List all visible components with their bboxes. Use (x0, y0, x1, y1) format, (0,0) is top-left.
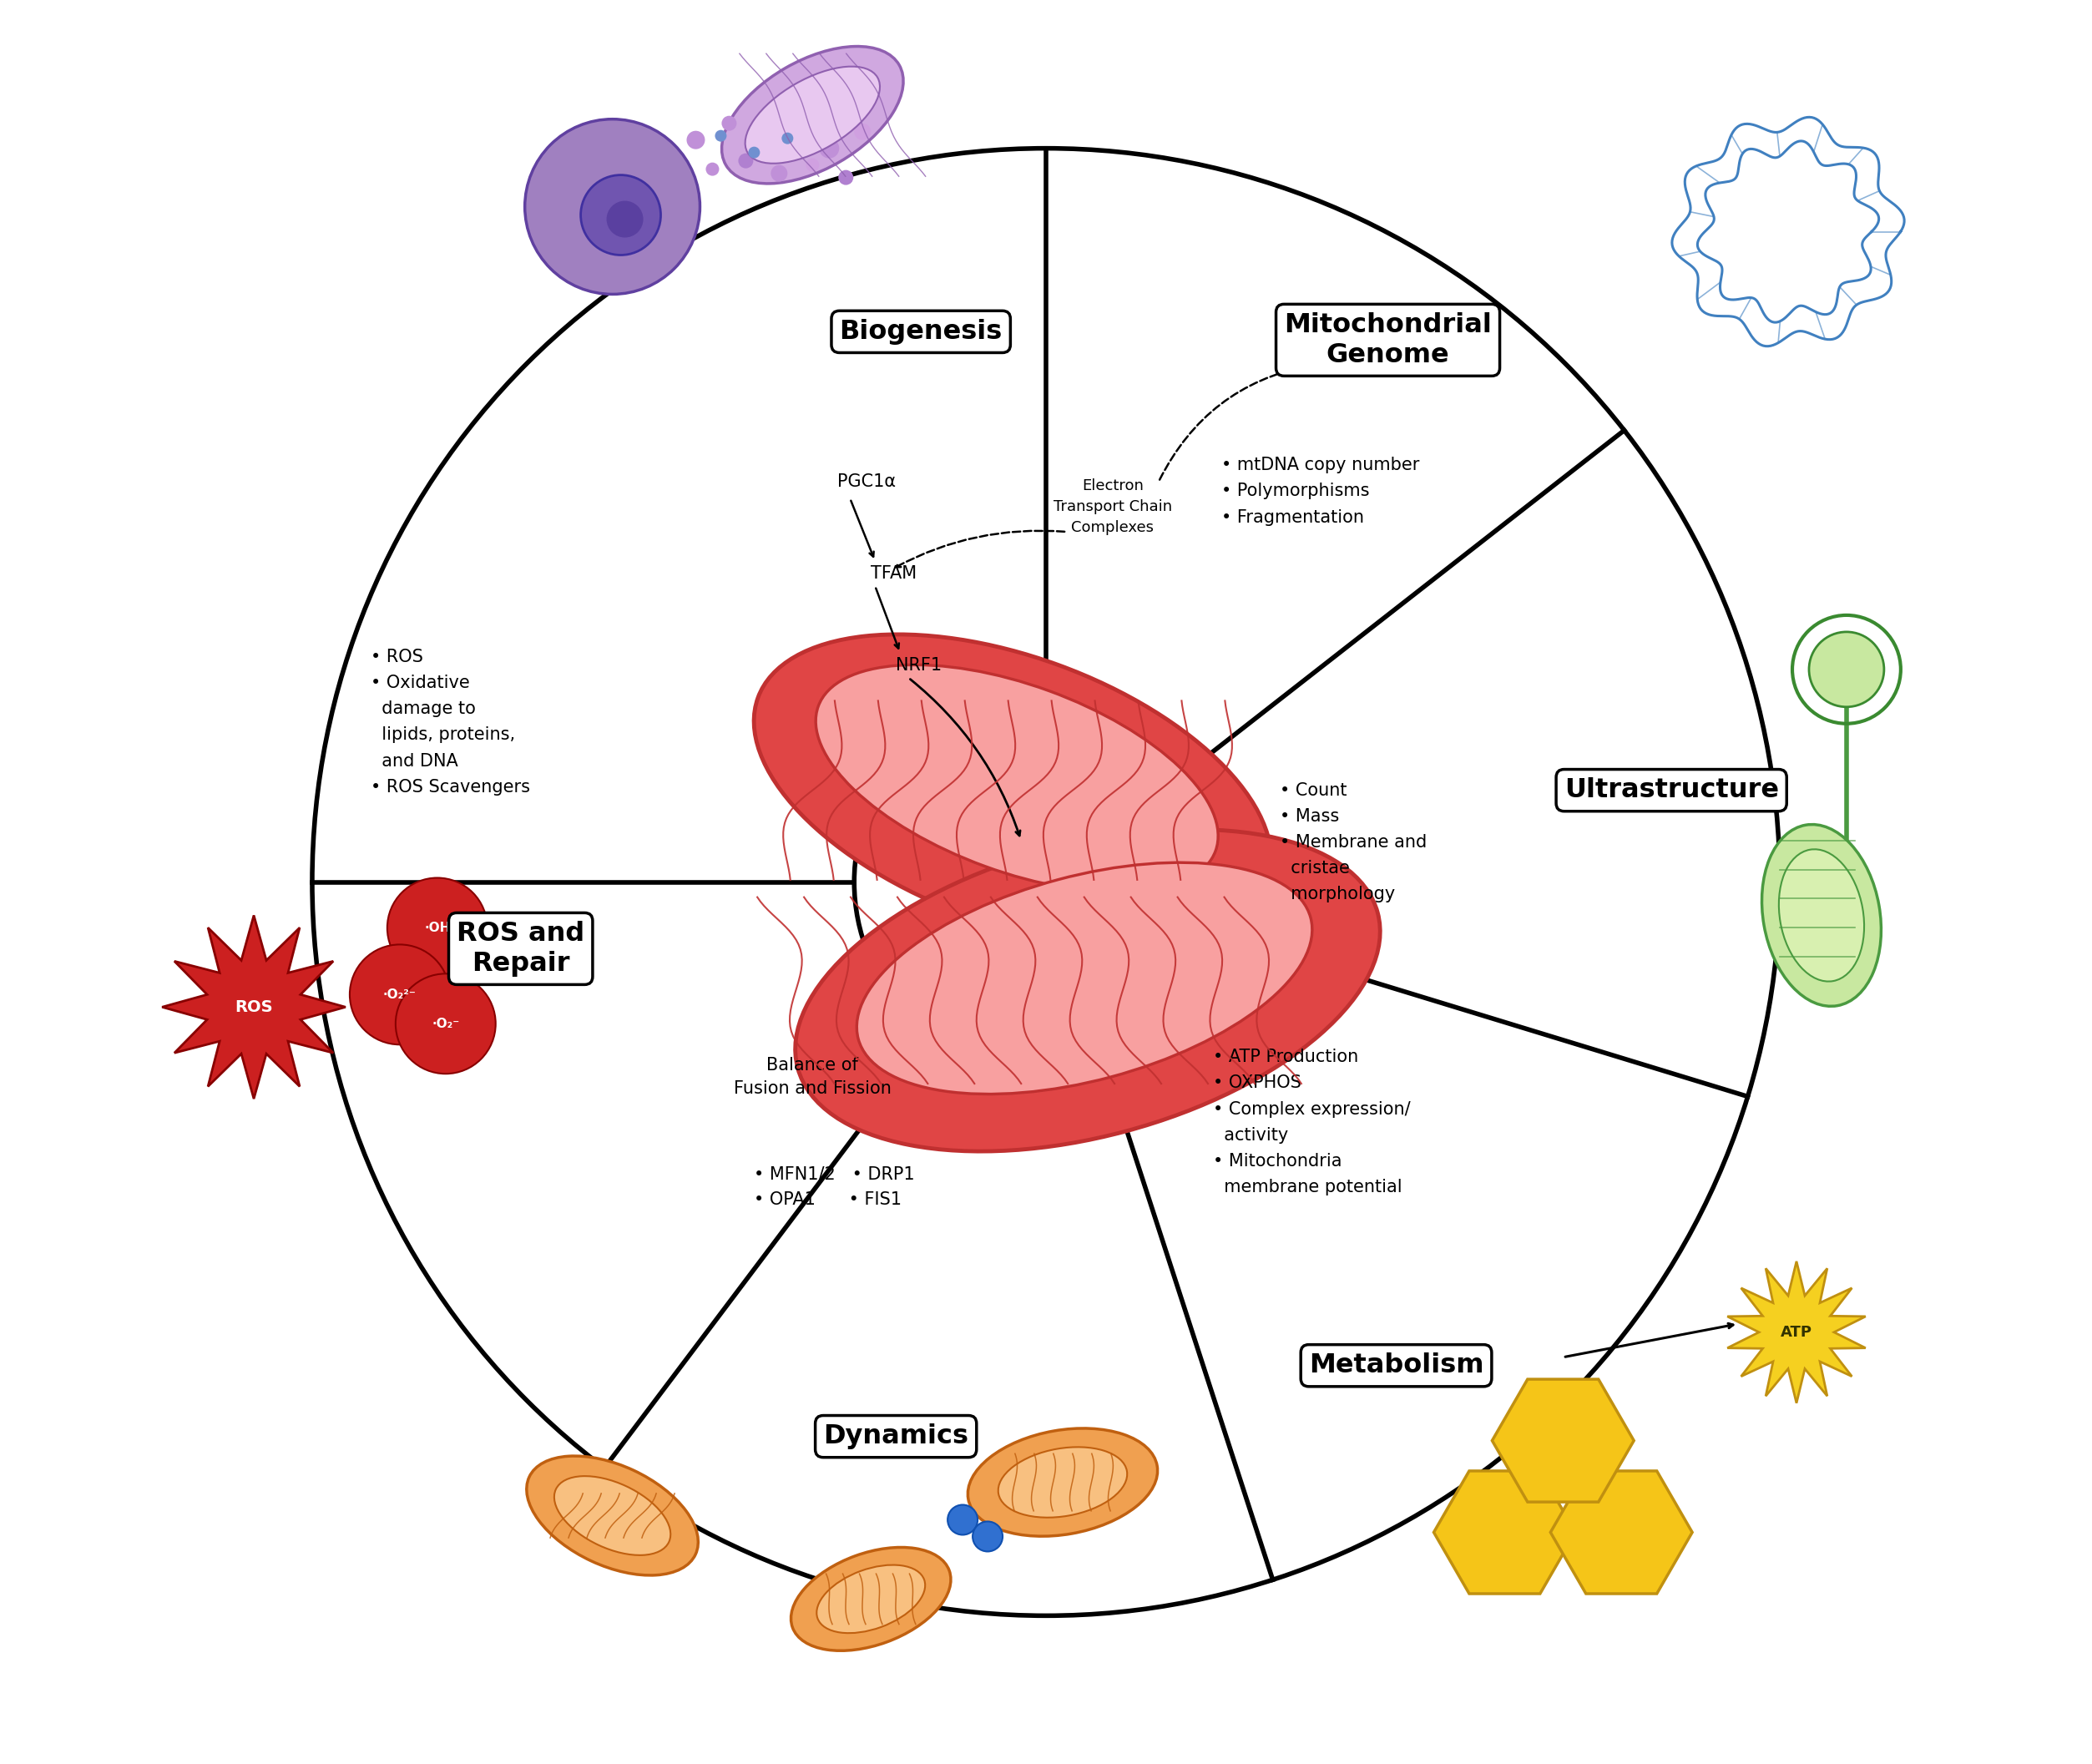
Ellipse shape (998, 1446, 1128, 1517)
Ellipse shape (816, 1565, 925, 1633)
Text: Ultrastructure: Ultrastructure (1565, 778, 1778, 803)
Circle shape (349, 944, 450, 1044)
Text: Mitochondrial
Genome: Mitochondrial Genome (1284, 312, 1492, 369)
Ellipse shape (722, 46, 904, 183)
Text: TFAM: TFAM (870, 564, 916, 582)
Text: • ROS
• Oxidative
  damage to
  lipids, proteins,
  and DNA
• ROS Scavengers: • ROS • Oxidative damage to lipids, prot… (370, 649, 529, 796)
Text: ROS: ROS (234, 998, 272, 1014)
Circle shape (839, 169, 854, 185)
Circle shape (738, 153, 753, 168)
Text: Metabolism: Metabolism (1310, 1353, 1483, 1378)
Text: Biogenesis: Biogenesis (839, 319, 1002, 344)
Polygon shape (1550, 1471, 1692, 1593)
Ellipse shape (816, 665, 1218, 893)
Circle shape (854, 123, 870, 139)
Circle shape (715, 131, 726, 141)
Circle shape (582, 175, 661, 256)
Polygon shape (1728, 1261, 1866, 1402)
Circle shape (686, 131, 705, 150)
Ellipse shape (745, 67, 881, 164)
Circle shape (705, 162, 720, 176)
Ellipse shape (1761, 824, 1881, 1005)
Text: PGC1α: PGC1α (837, 473, 895, 490)
Text: ROS and
Repair: ROS and Repair (456, 921, 584, 977)
Circle shape (770, 166, 787, 182)
Circle shape (387, 878, 487, 977)
Ellipse shape (1778, 848, 1864, 981)
Text: Electron
Transport Chain
Complexes: Electron Transport Chain Complexes (1054, 478, 1172, 534)
Text: • ATP Production
• OXPHOS
• Complex expression/
  activity
• Mitochondria
  memb: • ATP Production • OXPHOS • Complex expr… (1213, 1050, 1410, 1196)
Circle shape (751, 134, 774, 155)
Circle shape (820, 138, 839, 159)
Text: ATP: ATP (1780, 1325, 1812, 1339)
Circle shape (607, 201, 642, 238)
Text: ·O₂²⁻: ·O₂²⁻ (383, 988, 416, 1000)
Polygon shape (1433, 1471, 1575, 1593)
Circle shape (749, 146, 759, 159)
Circle shape (722, 116, 736, 131)
Text: • mtDNA copy number
• Polymorphisms
• Fragmentation: • mtDNA copy number • Polymorphisms • Fr… (1222, 457, 1418, 526)
Circle shape (787, 120, 803, 136)
Polygon shape (1492, 1379, 1634, 1501)
Text: NRF1: NRF1 (895, 656, 941, 674)
Text: • Count
• Mass
• Membrane and
  cristae
  morphology: • Count • Mass • Membrane and cristae mo… (1280, 781, 1427, 903)
Ellipse shape (527, 1455, 699, 1575)
Circle shape (1810, 632, 1885, 707)
Polygon shape (161, 916, 345, 1099)
Text: Balance of
Fusion and Fission: Balance of Fusion and Fission (734, 1057, 891, 1097)
Ellipse shape (795, 829, 1381, 1152)
Ellipse shape (554, 1476, 672, 1556)
Circle shape (805, 159, 820, 171)
Ellipse shape (969, 1429, 1157, 1536)
Text: ·OH: ·OH (425, 921, 450, 935)
Ellipse shape (791, 1547, 950, 1651)
Circle shape (395, 974, 496, 1074)
Circle shape (782, 132, 793, 145)
Text: Dynamics: Dynamics (824, 1424, 969, 1450)
Circle shape (948, 1505, 977, 1535)
Circle shape (973, 1522, 1002, 1552)
Text: • MFN1/2   • DRP1
• OPA1      • FIS1: • MFN1/2 • DRP1 • OPA1 • FIS1 (753, 1166, 914, 1208)
Circle shape (525, 120, 701, 295)
Text: ·O₂⁻: ·O₂⁻ (431, 1018, 460, 1030)
Ellipse shape (753, 635, 1272, 946)
Ellipse shape (858, 863, 1312, 1094)
